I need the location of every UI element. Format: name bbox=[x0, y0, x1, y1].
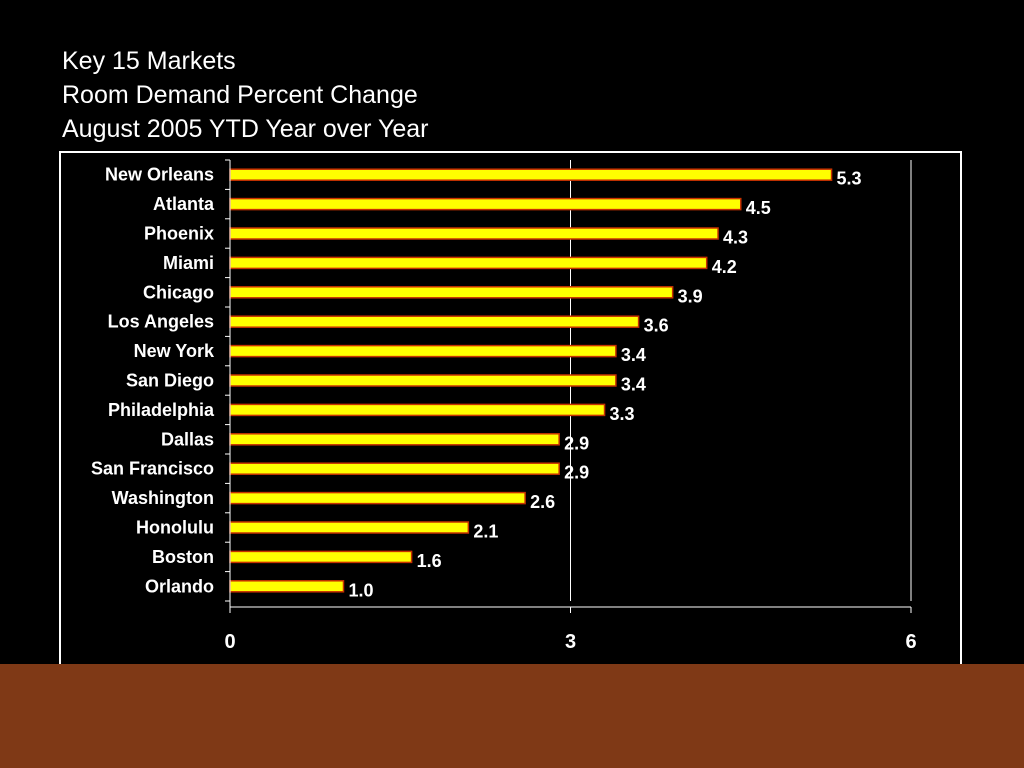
value-label-9: 2.9 bbox=[564, 433, 589, 453]
value-label-13: 1.6 bbox=[417, 551, 442, 571]
category-label-12: Honolulu bbox=[136, 518, 214, 538]
category-label-0: New Orleans bbox=[105, 165, 214, 185]
value-label-2: 4.3 bbox=[723, 228, 748, 248]
title-line-2: Room Demand Percent Change bbox=[62, 81, 418, 109]
value-label-8: 3.3 bbox=[610, 404, 635, 424]
category-label-2: Phoenix bbox=[144, 224, 214, 244]
category-label-6: New York bbox=[134, 341, 215, 361]
category-label-1: Atlanta bbox=[153, 194, 215, 214]
bar-3 bbox=[229, 256, 708, 270]
category-label-3: Miami bbox=[163, 253, 214, 273]
category-label-8: Philadelphia bbox=[108, 400, 215, 420]
bar-0 bbox=[229, 168, 833, 181]
slide-title: Key 15 Markets Room Demand Percent Chang… bbox=[62, 44, 428, 146]
category-label-5: Los Angeles bbox=[108, 312, 214, 332]
x-axis: 0 3 6 bbox=[224, 159, 917, 653]
bar-2 bbox=[229, 227, 719, 240]
x-tick-label-0: 0 bbox=[224, 631, 235, 653]
bar-1 bbox=[229, 197, 742, 211]
bar-10 bbox=[229, 462, 560, 475]
value-label-7: 3.4 bbox=[621, 375, 646, 395]
category-label-9: Dallas bbox=[161, 429, 214, 449]
category-label-7: San Diego bbox=[126, 371, 214, 391]
value-label-10: 2.9 bbox=[564, 463, 589, 483]
bar-4 bbox=[229, 286, 674, 299]
value-label-12: 2.1 bbox=[473, 522, 498, 542]
category-label-13: Boston bbox=[152, 547, 214, 567]
value-label-14: 1.0 bbox=[349, 580, 374, 600]
value-label-4: 3.9 bbox=[678, 286, 703, 306]
value-label-11: 2.6 bbox=[530, 492, 555, 512]
category-label-14: Orlando bbox=[145, 576, 214, 596]
bar-12 bbox=[229, 521, 470, 534]
category-label-10: San Francisco bbox=[91, 459, 214, 479]
value-label-0: 5.3 bbox=[837, 169, 862, 189]
footer-band bbox=[0, 664, 1024, 768]
bar-14 bbox=[229, 580, 345, 593]
value-label-3: 4.2 bbox=[712, 257, 737, 277]
bar-11 bbox=[229, 491, 526, 505]
title-line-3: August 2005 YTD Year over Year bbox=[62, 115, 429, 143]
bar-7 bbox=[229, 374, 617, 387]
bar-5 bbox=[229, 315, 640, 328]
category-labels: New Orleans Atlanta Phoenix Miami Chicago Los… bbox=[91, 165, 215, 597]
category-label-4: Chicago bbox=[143, 282, 214, 302]
bar-8 bbox=[229, 403, 606, 417]
bar-9 bbox=[229, 433, 560, 446]
value-label-5: 3.6 bbox=[644, 316, 669, 336]
category-label-11: Washington bbox=[112, 488, 214, 508]
bar-13 bbox=[229, 550, 413, 564]
x-tick-label-2: 6 bbox=[905, 631, 916, 653]
value-label-1: 4.5 bbox=[746, 198, 771, 218]
value-labels: 5.3 4.5 4.3 4.2 3.9 3.6 3.4 3.4 3.3 2.9 2.9 2.6 2.1 1… bbox=[349, 169, 862, 601]
title-line-1: Key 15 Markets bbox=[62, 47, 236, 75]
value-label-6: 3.4 bbox=[621, 345, 646, 365]
bar-6 bbox=[229, 344, 617, 358]
x-tick-label-1: 3 bbox=[565, 631, 576, 653]
